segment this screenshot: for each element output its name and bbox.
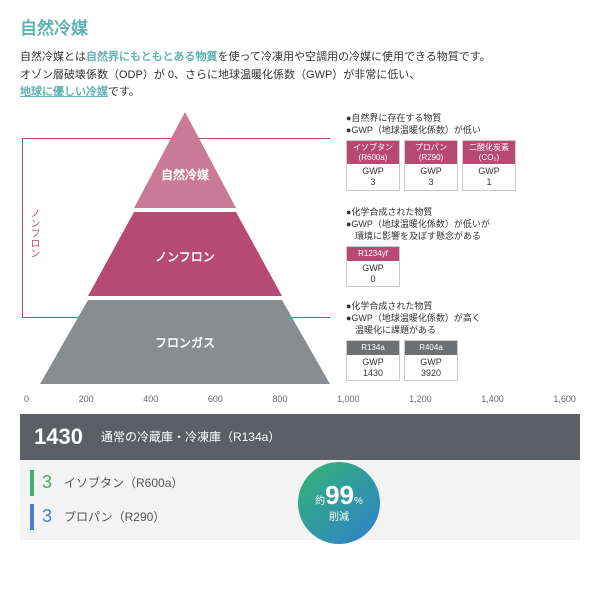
pyramid-diagram: ノンフロン 自然冷媒 ノンフロン フロンガス ●自然界に存在する物質●GWP（地… [20, 108, 580, 388]
tier2-label: ノンフロン [40, 248, 330, 265]
tier3-label: フロンガス [40, 334, 330, 351]
axis: 02004006008001,0001,2001,4001,600 [20, 394, 580, 404]
comparison-bars: 1430通常の冷蔵庫・冷凍庫（R134a） 3イソブタン（R600a） 約99%… [20, 414, 580, 540]
page-title: 自然冷媒 [20, 14, 580, 39]
intro-text: 自然冷媒とは自然界にもともとある物質を使って冷凍用や空調用の冷媒に使用できる物質… [20, 49, 580, 102]
tier1-info: ●自然界に存在する物質●GWP（地球温暖化係数）が低いイソブタン(R600a)G… [346, 112, 516, 191]
bar-main: 1430通常の冷蔵庫・冷凍庫（R134a） [20, 414, 580, 460]
bar-r3: 3プロパン（R290） [20, 500, 580, 540]
bar-r2: 3イソブタン（R600a） 約99% 削減 [20, 460, 580, 500]
tier1-label: 自然冷媒 [40, 166, 330, 183]
tier2-info: ●化学合成された物質●GWP（地球温暖化係数）が低いが 環境に影響を及ぼす懸念が… [346, 206, 490, 288]
side-label: ノンフロン [26, 208, 41, 258]
tier3-info: ●化学合成された物質●GWP（地球温暖化係数）が高く 温暖化に課題があるR134… [346, 300, 481, 382]
